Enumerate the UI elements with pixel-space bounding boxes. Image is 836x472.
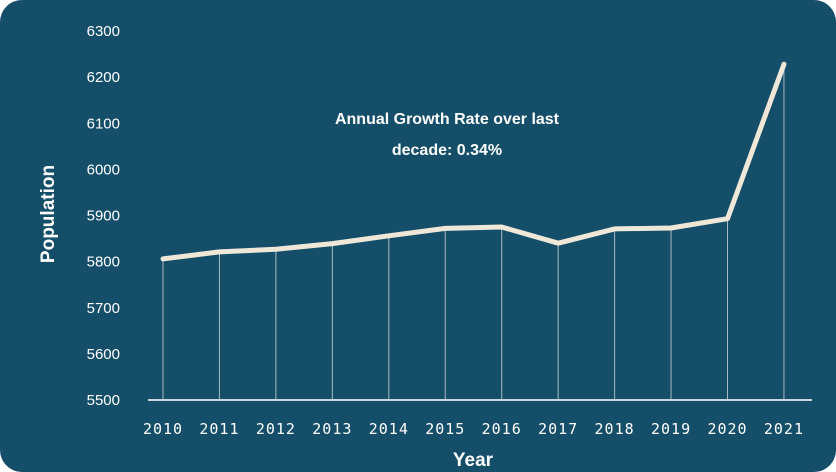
y-tick-label: 6100 bbox=[87, 115, 120, 132]
x-tick-label: 2010 bbox=[143, 420, 183, 438]
x-tick-label: 2013 bbox=[312, 420, 352, 438]
y-tick-label: 5900 bbox=[87, 208, 120, 225]
series-line-population bbox=[160, 61, 787, 262]
x-tick-label: 2014 bbox=[369, 420, 409, 438]
y-tick-label: 6200 bbox=[87, 69, 120, 86]
annotation-line-2: decade: 0.34% bbox=[392, 142, 502, 159]
x-tick-label: 2012 bbox=[256, 420, 296, 438]
y-tick-label: 6300 bbox=[87, 23, 120, 40]
x-tick-label: 2021 bbox=[764, 420, 804, 438]
x-tick-label: 2016 bbox=[482, 420, 522, 438]
x-tick-label: 2020 bbox=[707, 420, 747, 438]
x-tick-label: 2015 bbox=[425, 420, 465, 438]
y-tick-label: 5500 bbox=[87, 392, 120, 409]
y-tick-label: 6000 bbox=[87, 161, 120, 178]
x-tick-label: 2019 bbox=[651, 420, 691, 438]
x-tick-label: 2011 bbox=[199, 420, 239, 438]
annotation-line-1: Annual Growth Rate over last bbox=[335, 111, 560, 128]
x-tick-label: 2017 bbox=[538, 420, 578, 438]
x-tick-label: 2018 bbox=[595, 420, 635, 438]
y-tick-label: 5700 bbox=[87, 300, 120, 317]
x-tick-labels: 2010 2011 2012 2013 2014 2015 2016 2017 2018 2019… bbox=[143, 420, 804, 438]
y-tick-label: 5800 bbox=[87, 254, 120, 271]
y-tick-label: 5600 bbox=[87, 346, 120, 363]
y-axis-label: Population bbox=[38, 165, 59, 263]
drop-lines bbox=[162, 64, 785, 400]
y-tick-labels: 5500 5600 5700 5800 5900 6000 6100 6200 6300 bbox=[87, 23, 120, 409]
x-axis-label: Year bbox=[453, 450, 494, 471]
